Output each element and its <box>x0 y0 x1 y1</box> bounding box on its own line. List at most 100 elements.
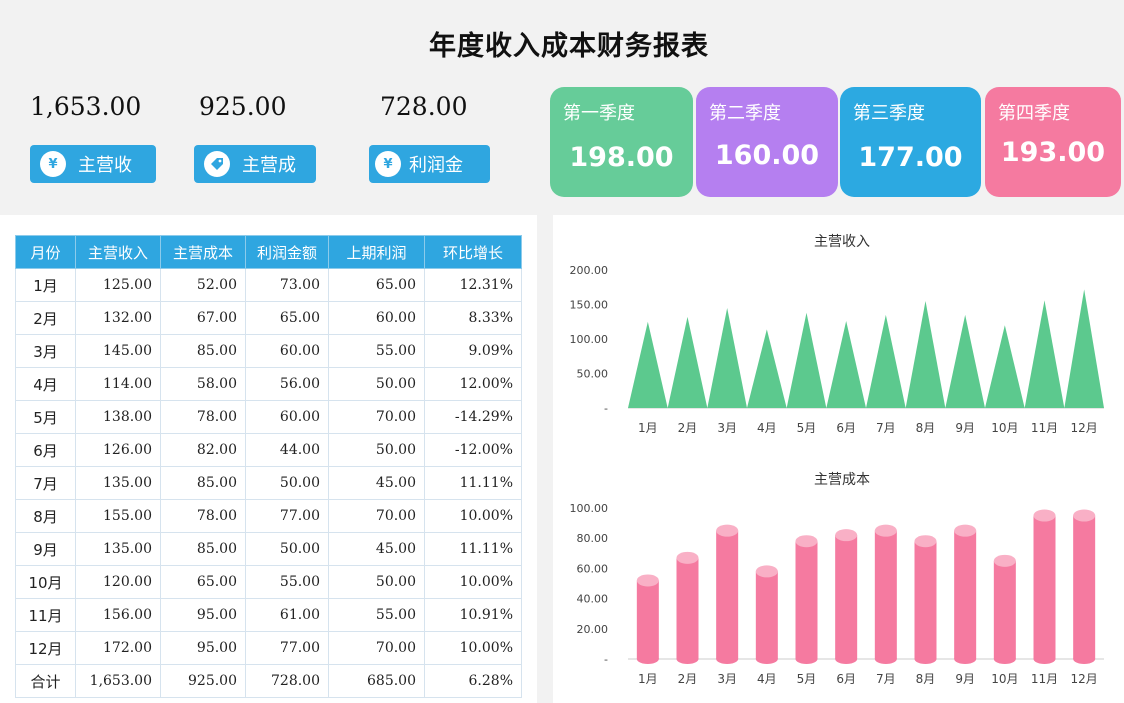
cost-bar-cap <box>874 524 897 537</box>
table-cell: 925.00 <box>160 664 246 698</box>
y-tick-label: 50.00 <box>577 368 609 381</box>
col-header-revenue: 主营收入 <box>75 235 161 269</box>
cost-button[interactable]: 主营成 <box>194 145 316 183</box>
revenue-spike <box>1064 289 1104 408</box>
col-header-last-profit: 上期利润 <box>328 235 425 269</box>
table-cell: 45.00 <box>328 466 425 500</box>
table-cell: 135.00 <box>75 466 161 500</box>
cost-bar-base <box>676 654 699 664</box>
cost-bar-cap <box>676 551 699 564</box>
col-header-profit: 利润金额 <box>245 235 329 269</box>
table-cell: 67.00 <box>160 301 246 335</box>
table-cell: 135.00 <box>75 532 161 566</box>
quarter-label: 第二季度 <box>709 103 781 124</box>
table-row: 6月 126.00 82.00 44.00 50.00 -12.00% <box>15 433 522 467</box>
table-cell: 1月 <box>15 268 76 302</box>
cost-bar-base <box>1073 654 1096 664</box>
x-tick-label: 8月 <box>916 421 936 435</box>
quarter-card-q3: 第三季度 177.00 <box>840 87 981 197</box>
cost-bar-cap <box>716 524 739 537</box>
cost-bar-base <box>795 654 818 664</box>
x-tick-label: 6月 <box>836 421 856 435</box>
table-cell: 56.00 <box>245 367 329 401</box>
x-tick-label: 12月 <box>1071 672 1098 686</box>
revenue-spike <box>707 307 747 408</box>
table-cell: 60.00 <box>328 301 425 335</box>
revenue-spike <box>667 316 708 408</box>
table-cell: 11.11% <box>424 532 522 566</box>
data-table-panel: 月份 主营收入 主营成本 利润金额 上期利润 环比增长 1月 125.00 52.0… <box>0 215 537 703</box>
table-cell: 6.28% <box>424 664 522 698</box>
cost-bar <box>874 530 897 659</box>
y-tick-label: - <box>604 402 608 415</box>
table-row: 12月 172.00 95.00 77.00 70.00 10.00% <box>15 631 522 665</box>
table-cell: 4月 <box>15 367 76 401</box>
quarter-value: 193.00 <box>1000 137 1106 168</box>
cost-bar-base <box>914 654 937 664</box>
table-row: 1月 125.00 52.00 73.00 65.00 12.31% <box>15 268 522 302</box>
yen-refresh-icon: ¥ <box>375 151 401 177</box>
table-row: 7月 135.00 85.00 50.00 45.00 11.11% <box>15 466 522 500</box>
kpi-profit-value: 728.00 <box>380 92 468 121</box>
table-cell: 8.33% <box>424 301 522 335</box>
cost-bar-base <box>755 654 778 664</box>
x-tick-label: 12月 <box>1071 421 1098 435</box>
table-cell: 65.00 <box>245 301 329 335</box>
quarter-label: 第四季度 <box>998 103 1070 124</box>
x-tick-label: 9月 <box>955 672 975 686</box>
quarter-value: 160.00 <box>714 140 820 171</box>
cost-bar-base <box>1033 654 1056 664</box>
cost-bar <box>914 541 937 659</box>
table-cell: 65.00 <box>160 565 246 599</box>
monthly-table: 月份 主营收入 主营成本 利润金额 上期利润 环比增长 1月 125.00 52.0… <box>15 235 522 698</box>
kpi-cost-value: 925.00 <box>199 92 287 121</box>
revenue-spike <box>826 321 866 408</box>
x-tick-label: 3月 <box>717 421 737 435</box>
table-cell: 728.00 <box>245 664 329 698</box>
quarter-value: 198.00 <box>569 142 674 173</box>
charts-svg: 主营收入 - 50.00 100.00 150.00 200.00 1月 2月 3月 4月 5月 6月… <box>570 234 1104 686</box>
revenue-spike <box>786 312 827 408</box>
table-cell: 55.00 <box>328 598 425 632</box>
table-cell: 155.00 <box>75 499 161 533</box>
table-cell: 61.00 <box>245 598 329 632</box>
x-tick-label: 8月 <box>916 672 936 686</box>
x-tick-label: 1月 <box>638 672 658 686</box>
quarter-label: 第一季度 <box>563 103 635 124</box>
quarter-value: 177.00 <box>858 142 963 173</box>
table-row: 4月 114.00 58.00 56.00 50.00 12.00% <box>15 367 522 401</box>
table-cell: 114.00 <box>75 367 161 401</box>
cost-bar-cap <box>755 565 778 578</box>
cost-button-label: 主营成 <box>242 155 296 176</box>
col-header-cost: 主营成本 <box>160 235 246 269</box>
table-cell: 85.00 <box>160 334 246 368</box>
table-cell: 85.00 <box>160 466 246 500</box>
table-total-row: 合计 1,653.00 925.00 728.00 685.00 6.28% <box>15 664 522 698</box>
cost-bar-base <box>835 654 858 664</box>
col-header-growth: 环比增长 <box>424 235 522 269</box>
table-row: 9月 135.00 85.00 50.00 45.00 11.11% <box>15 532 522 566</box>
table-cell: 55.00 <box>245 565 329 599</box>
revenue-spike <box>905 301 946 408</box>
table-cell: 50.00 <box>245 532 329 566</box>
table-cell: 50.00 <box>328 565 425 599</box>
y-tick-label: 20.00 <box>577 623 609 636</box>
table-cell: 60.00 <box>245 334 329 368</box>
col-header-month: 月份 <box>15 235 76 269</box>
profit-button[interactable]: ¥ 利润金 <box>369 145 490 183</box>
yen-coin-icon: ¥ <box>40 151 66 177</box>
table-cell: 55.00 <box>328 334 425 368</box>
revenue-button[interactable]: ¥ 主营收 <box>30 145 156 183</box>
y-tick-label: 150.00 <box>570 299 609 312</box>
table-cell: 73.00 <box>245 268 329 302</box>
table-cell: 95.00 <box>160 631 246 665</box>
x-tick-label: 5月 <box>797 672 817 686</box>
x-tick-label: 10月 <box>991 421 1018 435</box>
y-tick-label: - <box>604 653 608 666</box>
revenue-spike <box>628 321 668 408</box>
table-cell: 70.00 <box>328 631 425 665</box>
table-cell: 10.00% <box>424 565 522 599</box>
cost-bar-base <box>636 654 659 664</box>
x-tick-label: 11月 <box>1031 672 1058 686</box>
table-cell: 2月 <box>15 301 76 335</box>
